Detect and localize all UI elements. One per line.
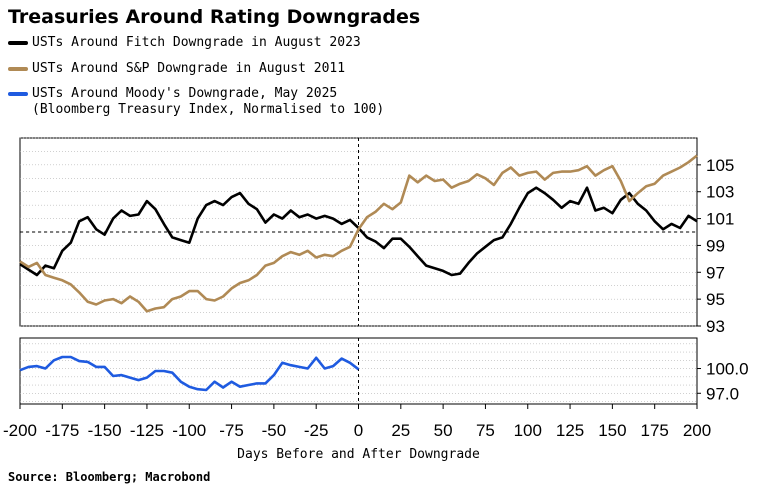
xtick-label: 0 <box>354 421 363 440</box>
source-note: Source: Bloomberg; Macrobond <box>8 470 211 484</box>
xtick-label: 50 <box>434 421 453 440</box>
xtick-label: 100 <box>514 421 542 440</box>
legend-swatch-fitch <box>8 40 28 45</box>
chart-title: Treasuries Around Rating Downgrades <box>8 6 421 28</box>
top-ytick-label: 93 <box>706 317 725 336</box>
legend-label-fitch: USTs Around Fitch Downgrade in August 20… <box>32 35 361 50</box>
top-ytick-label: 101 <box>706 210 734 229</box>
x-axis: -200 -175 -150 -125 -100 -75 -50 -25 0 25 50 75 100 1… <box>3 404 711 462</box>
legend-label-moodys: USTs Around Moody's Downgrade, May 2025 <box>32 86 338 101</box>
xtick-label: 125 <box>556 421 584 440</box>
xtick-label: 175 <box>641 421 669 440</box>
xtick-label: -175 <box>45 421 79 440</box>
bottom-ytick-label: 100.0 <box>706 360 749 379</box>
top-ytick-label: 105 <box>706 156 734 175</box>
legend-item-moodys: USTs Around Moody's Downgrade, May 2025 … <box>8 86 384 118</box>
top-ytick-label: 103 <box>706 183 734 202</box>
xtick-label: 200 <box>683 421 711 440</box>
x-axis-label: Days Before and After Downgrade <box>237 447 480 462</box>
xtick-label: -150 <box>88 421 122 440</box>
xtick-label: -200 <box>3 421 37 440</box>
top-ytick-label: 95 <box>706 290 725 309</box>
bottom-ytick-label: 97.0 <box>706 384 739 403</box>
series-line-sp <box>19 154 698 313</box>
series-line-moodys <box>19 355 360 392</box>
top-ytick-label: 97 <box>706 263 725 282</box>
xtick-label: 25 <box>391 421 410 440</box>
xtick-label: 75 <box>476 421 495 440</box>
legend-swatch-sp <box>8 66 28 71</box>
xtick-label: -100 <box>172 421 206 440</box>
top-panel: 93 95 97 99 101 103 105 <box>19 137 734 336</box>
bottom-panel: 97.0 100.0 <box>19 337 749 405</box>
legend-item-fitch: USTs Around Fitch Downgrade in August 20… <box>8 35 361 51</box>
xtick-label: -25 <box>304 421 329 440</box>
legend-label-moodys-note: (Bloomberg Treasury Index, Normalised to… <box>32 102 385 117</box>
xtick-label: -125 <box>130 421 164 440</box>
legend-swatch-moodys <box>8 91 28 96</box>
legend-item-sp: USTs Around S&P Downgrade in August 2011 <box>8 61 345 77</box>
legend-label-sp: USTs Around S&P Downgrade in August 2011 <box>32 61 346 76</box>
top-ytick-label: 99 <box>706 236 725 255</box>
xtick-label: -75 <box>219 421 244 440</box>
xtick-label: 150 <box>598 421 626 440</box>
xtick-label: -50 <box>262 421 287 440</box>
